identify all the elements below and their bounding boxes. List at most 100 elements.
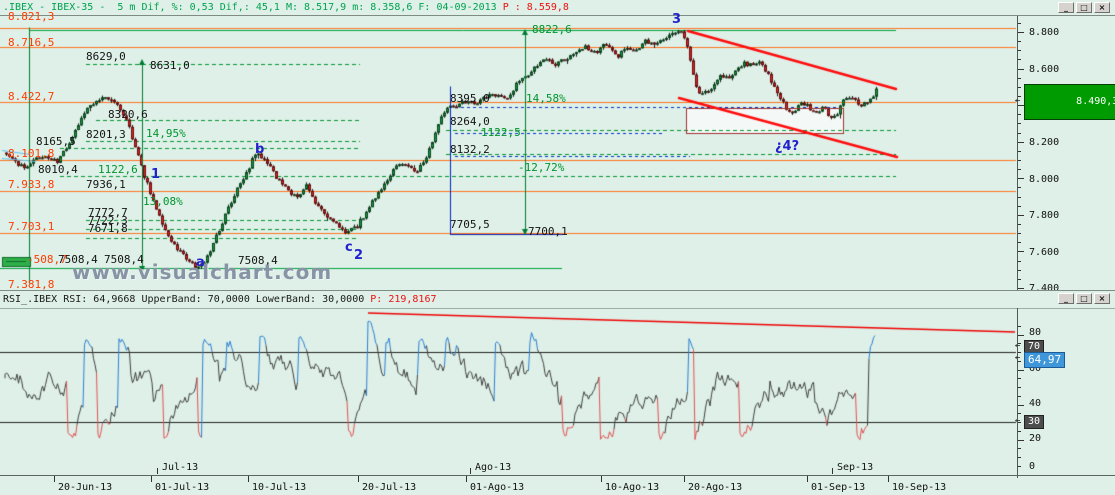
- elliott-wave-label: 2: [354, 248, 364, 263]
- date-axis-tick: [888, 476, 889, 482]
- date-axis-tick: [684, 476, 685, 482]
- support-resistance-label: 8.422,7: [8, 90, 55, 103]
- fibonacci-measure-label: 13,08%: [143, 195, 183, 208]
- fibonacci-measure-label: 1122,5: [481, 126, 521, 139]
- price-axis-tick: [1018, 22, 1021, 24]
- price-level-label: 8264,0: [450, 115, 490, 128]
- rsi-current-value-badge: ← 64,97: [1015, 352, 1066, 368]
- date-axis-tick: [466, 476, 467, 482]
- fibonacci-measure-label: -12,72%: [518, 161, 565, 174]
- fibonacci-measure-label: 1122,6: [98, 163, 138, 176]
- rsi-axis-tick: [1018, 457, 1021, 458]
- price-chart-canvas[interactable]: [0, 16, 1017, 290]
- price-axis-tick: [1018, 32, 1024, 33]
- price-axis-tick: [1018, 205, 1021, 207]
- price-pane-window-controls: _ □ ×: [1058, 2, 1110, 13]
- rsi-badge-arrow-icon: ←: [1015, 416, 1021, 426]
- price-axis-tick: [1018, 178, 1024, 180]
- month-label: Jul-13: [162, 462, 199, 473]
- elliott-wave-label: 1: [151, 167, 161, 182]
- price-axis-tick: [1018, 150, 1021, 152]
- rsi-chart-canvas[interactable]: [0, 308, 1017, 459]
- price-axis-tick: [1018, 242, 1021, 244]
- support-resistance-label: 8.821,3: [8, 10, 55, 23]
- date-label: 01-Jul-13: [155, 482, 210, 493]
- date-label: 10-Ago-13: [605, 482, 660, 493]
- price-axis-tick: [1018, 260, 1021, 262]
- close-icon[interactable]: ×: [1094, 2, 1110, 13]
- price-axis-tick: [1018, 132, 1021, 134]
- close-icon[interactable]: ×: [1094, 293, 1110, 304]
- price-axis-tick: [1018, 160, 1021, 161]
- rsi-axis-tick: [1018, 448, 1021, 450]
- maximize-icon[interactable]: □: [1076, 293, 1092, 304]
- price-axis-tick: [1018, 114, 1021, 116]
- rsi-axis-label: 0: [1029, 461, 1036, 472]
- rsi-axis-label: 20: [1029, 433, 1042, 444]
- price-chart-pane: 8.821,3 8.716,5 8.422,7 8.101,8 7.933,8 7.703…: [0, 11, 1115, 294]
- elliott-wave-label: b: [255, 142, 265, 157]
- month-axis-strip: Jul-13 Ago-13 Sep-13: [0, 459, 1115, 476]
- fibonacci-measure-label: 14,58%: [526, 92, 566, 105]
- rsi-axis-tick: [1018, 422, 1021, 423]
- rsi-axis-label: 40: [1029, 398, 1042, 409]
- date-axis-strip[interactable]: 20-Jun-13 01-Jul-13 10-Jul-13 20-Jul-13 01-A…: [0, 476, 1115, 495]
- price-level-label: 8165,5: [36, 135, 76, 148]
- price-axis-tick: [1018, 278, 1021, 280]
- price-level-label: 8010,4: [38, 163, 78, 176]
- price-axis-tick: [1018, 196, 1021, 198]
- elliott-wave-label: c: [345, 240, 353, 255]
- rsi-p-value-text: P: 219,8167: [370, 294, 437, 305]
- price-axis-tick: [1018, 141, 1024, 143]
- price-level-label: 8201,3: [86, 128, 126, 141]
- price-axis-tick: [1018, 86, 1021, 88]
- price-level-label: 7671,8: [88, 222, 128, 235]
- rsi-band-badge: ← 30: [1015, 415, 1045, 429]
- price-axis-label: 8.800: [1029, 27, 1060, 38]
- month-axis-tick: [470, 468, 471, 474]
- price-axis-tick: [1018, 50, 1021, 52]
- price-axis-tick: [1018, 68, 1024, 70]
- date-axis-tick: [248, 476, 249, 482]
- price-level-label: 7936,1: [86, 178, 126, 191]
- elliott-wave-label: a: [196, 255, 205, 270]
- price-level-label: 8132,2: [450, 143, 490, 156]
- price-axis-label: 7.400: [1029, 283, 1060, 294]
- rsi-axis[interactable]: 80 60 40 20 0 ← 70 ← 30 ← 64,97: [1015, 308, 1115, 478]
- rsi-axis-tick: [1018, 404, 1024, 406]
- price-axis[interactable]: ←8.490,3 8.8008.6008.4008.2008.0007.8007…: [1015, 16, 1115, 294]
- price-axis-tick: [1018, 251, 1024, 253]
- rsi-axis-tick: [1018, 369, 1024, 371]
- date-label: 10-Jul-13: [252, 482, 307, 493]
- price-axis-tick: [1018, 233, 1021, 235]
- rsi-axis-tick: [1018, 352, 1021, 353]
- rsi-axis-tick: [1018, 360, 1021, 362]
- price-axis-tick: [1018, 169, 1021, 171]
- price-axis-label: 7.800: [1029, 210, 1060, 221]
- rsi-axis-tick: [1018, 430, 1021, 432]
- maximize-icon[interactable]: □: [1076, 2, 1092, 13]
- month-label: Ago-13: [475, 462, 512, 473]
- month-label: Sep-13: [837, 462, 874, 473]
- last-price-text: P : 8.559,8: [502, 2, 569, 13]
- price-axis-tick: [1018, 41, 1021, 43]
- support-resistance-label: -508,7: [27, 253, 67, 266]
- rsi-axis-tick: [1018, 387, 1021, 388]
- price-axis-tick: [1018, 123, 1021, 125]
- rsi-badge-arrow-icon: ←: [1015, 353, 1021, 363]
- date-label: 20-Jul-13: [362, 482, 417, 493]
- price-pane-titlebar: .IBEX - IBEX-35 - 5 m Dif, %: 0,53 Dif,:…: [0, 0, 1115, 16]
- rsi-axis-tick: [1018, 325, 1021, 327]
- price-axis-label: 7.600: [1029, 247, 1060, 258]
- current-price-badge: ← 8.490,3: [1015, 84, 1115, 120]
- minimize-icon[interactable]: _: [1058, 293, 1074, 304]
- price-level-label: 8629,0: [86, 50, 126, 63]
- minimize-icon[interactable]: _: [1058, 2, 1074, 13]
- price-axis-label: 8.000: [1029, 174, 1060, 185]
- rsi-axis-tick: [1018, 395, 1021, 397]
- rsi-axis-label: 60: [1029, 363, 1042, 374]
- price-level-label: 7722,3: [88, 214, 128, 227]
- rsi-axis-label: 80: [1029, 327, 1042, 338]
- date-axis-tick: [54, 476, 55, 482]
- support-resistance-label: 7.933,8: [8, 178, 55, 191]
